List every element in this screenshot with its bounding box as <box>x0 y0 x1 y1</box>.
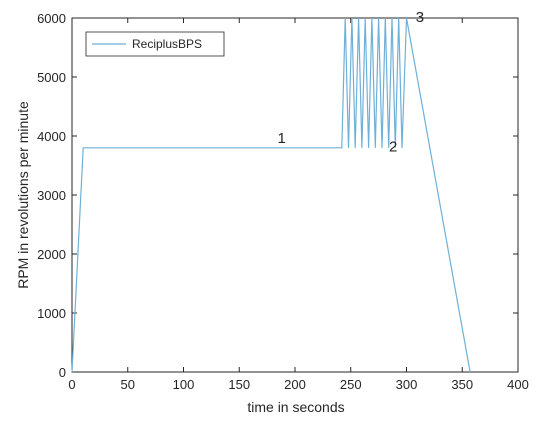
x-axis: 0 50 100 150 200 250 300 350 400 <box>68 18 529 392</box>
x-tick-label: 350 <box>451 377 473 392</box>
plot-area-box <box>71 17 519 373</box>
x-tick-label: 300 <box>396 377 418 392</box>
series-layer <box>71 17 471 373</box>
x-tick-label: 400 <box>507 377 529 392</box>
x-tick-label: 150 <box>228 377 250 392</box>
legend: ReciplusBPS <box>85 31 225 57</box>
y-tick-label: 1000 <box>37 306 66 321</box>
annotation-label: 2 <box>389 139 397 156</box>
annotation-label: 1 <box>277 130 285 147</box>
annotations: 1 2 3 <box>277 9 424 156</box>
x-tick-label: 50 <box>121 377 135 392</box>
plot-frame <box>71 17 519 373</box>
x-tick-label: 200 <box>284 377 306 392</box>
y-tick-label: 2000 <box>37 247 66 262</box>
legend-entry: ReciplusBPS <box>132 37 202 51</box>
y-tick-label: 6000 <box>37 11 66 26</box>
annotation-label: 3 <box>416 9 424 26</box>
y-axis: 0 1000 2000 3000 4000 5000 6000 <box>37 11 518 380</box>
series-line-reciplusbps <box>71 17 471 373</box>
x-tick-label: 100 <box>173 377 195 392</box>
y-axis-label: RPM in revolutions per minute <box>15 101 31 289</box>
y-tick-label: 4000 <box>37 129 66 144</box>
x-tick-label: 0 <box>68 377 75 392</box>
y-tick-label: 0 <box>59 365 66 380</box>
y-tick-label: 3000 <box>37 188 66 203</box>
x-tick-label: 250 <box>340 377 362 392</box>
y-tick-label: 5000 <box>37 70 66 85</box>
x-axis-label: time in seconds <box>247 399 344 415</box>
